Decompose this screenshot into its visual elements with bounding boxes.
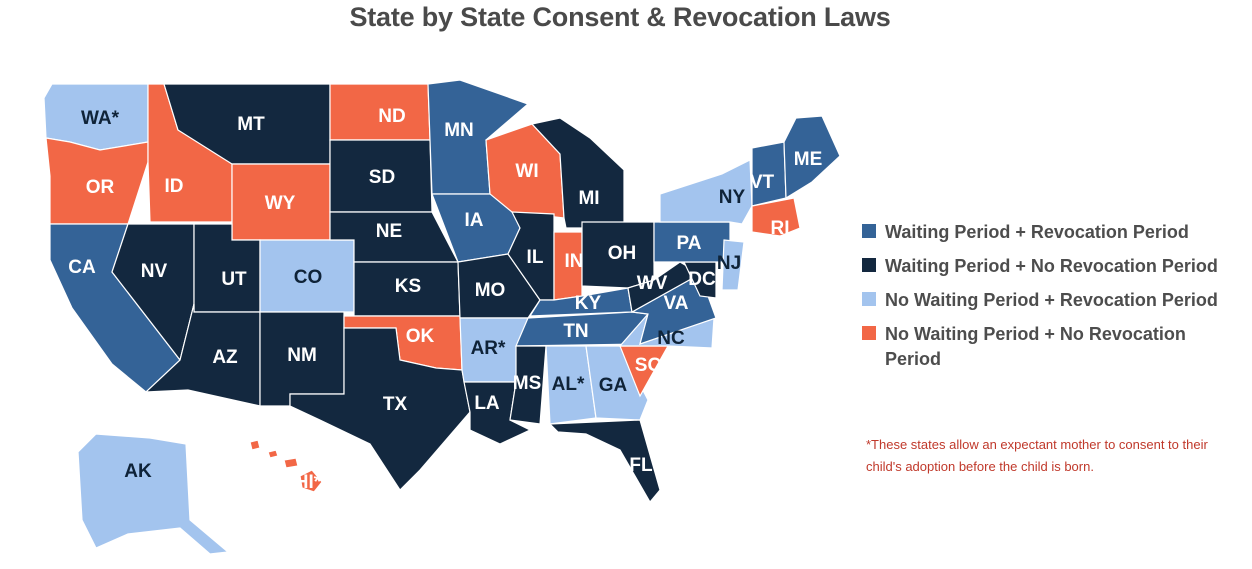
state-ms[interactable] — [509, 345, 547, 425]
state-label-me: ME — [794, 149, 823, 170]
state-label-ca: CA — [68, 257, 96, 278]
us-map: WA* OR CA NV ID MT WY UT AZ CO NM ND SD NE KS OK TX MN IA M… — [43, 79, 841, 555]
state-label-mn: MN — [444, 120, 474, 141]
state-label-tn: TN — [563, 321, 588, 342]
state-label-ky: KY — [575, 293, 602, 314]
legend-item: Waiting Period + Revocation Period — [862, 220, 1222, 245]
state-label-nv: NV — [141, 261, 168, 282]
state-label-vt: VT — [750, 172, 775, 193]
state-label-co: CO — [294, 267, 323, 288]
state-label-nc: NC — [657, 328, 685, 349]
state-label-in: IN — [565, 251, 584, 272]
state-nj[interactable] — [721, 239, 745, 291]
state-label-al: AL* — [552, 374, 585, 395]
legend-item: Waiting Period + No Revocation Period — [862, 254, 1222, 279]
state-label-sd: SD — [369, 167, 395, 188]
state-fl[interactable] — [548, 419, 661, 504]
state-hi[interactable] — [299, 469, 323, 493]
state-label-fl: FL — [629, 455, 653, 476]
state-label-ut: UT — [221, 269, 247, 290]
state-label-ar: AR* — [471, 338, 506, 359]
state-label-nj: NJ — [717, 253, 741, 274]
legend-swatch — [862, 292, 876, 306]
state-label-dc: DC — [688, 269, 716, 290]
state-label-va: VA — [664, 293, 689, 314]
state-label-hi: HI* — [295, 472, 322, 493]
state-label-mo: MO — [475, 280, 506, 301]
state-label-mt: MT — [237, 114, 265, 135]
state-label-mi: MI — [578, 188, 599, 209]
state-label-ny: NY — [719, 187, 746, 208]
state-ri[interactable] — [751, 197, 801, 237]
legend: Waiting Period + Revocation Period Waiti… — [862, 220, 1222, 381]
state-tx[interactable] — [289, 327, 471, 491]
map-title: State by State Consent & Revocation Laws — [349, 2, 891, 32]
state-label-ia: IA — [465, 210, 484, 231]
state-label-ms: MS — [513, 373, 542, 394]
state-label-ak: AK — [124, 461, 152, 482]
state-label-tx: TX — [383, 394, 408, 415]
state-ak[interactable] — [77, 433, 230, 555]
state-hi[interactable] — [267, 449, 279, 459]
legend-label: No Waiting Period + No Revocation Period — [885, 324, 1186, 369]
state-label-or: OR — [86, 177, 115, 198]
state-label-nd: ND — [378, 106, 405, 127]
state-label-sc: SC — [635, 355, 662, 376]
legend-swatch — [862, 224, 876, 238]
legend-item: No Waiting Period + Revocation Period — [862, 288, 1222, 313]
state-label-wi: WI — [515, 161, 538, 182]
state-label-il: IL — [527, 247, 544, 268]
state-label-wv: WV — [637, 273, 668, 294]
state-label-oh: OH — [608, 243, 637, 264]
state-label-ga: GA — [599, 375, 628, 396]
legend-item: No Waiting Period + No Revocation Period — [862, 322, 1222, 372]
state-label-id: ID — [165, 176, 184, 197]
state-label-ks: KS — [395, 276, 421, 297]
legend-label: Waiting Period + Revocation Period — [885, 222, 1189, 242]
legend-swatch — [862, 326, 876, 340]
state-hi[interactable] — [249, 439, 261, 451]
state-me[interactable] — [783, 115, 841, 200]
state-label-az: AZ — [212, 347, 238, 368]
state-label-nm: NM — [287, 345, 317, 366]
footnote: *These states allow an expectant mother … — [866, 437, 1208, 474]
state-ny[interactable] — [659, 159, 753, 225]
state-label-pa: PA — [677, 233, 702, 254]
legend-label: Waiting Period + No Revocation Period — [885, 256, 1218, 276]
state-label-wa: WA* — [81, 108, 120, 129]
legend-label: No Waiting Period + Revocation Period — [885, 290, 1218, 310]
state-label-ne: NE — [376, 221, 402, 242]
state-label-la: LA — [474, 393, 500, 414]
legend-swatch — [862, 258, 876, 272]
state-label-wy: WY — [265, 193, 296, 214]
state-label-ok: OK — [406, 326, 435, 347]
state-hi[interactable] — [283, 457, 299, 469]
state-label-ri: RI — [771, 218, 790, 239]
state-ga[interactable] — [585, 345, 649, 421]
